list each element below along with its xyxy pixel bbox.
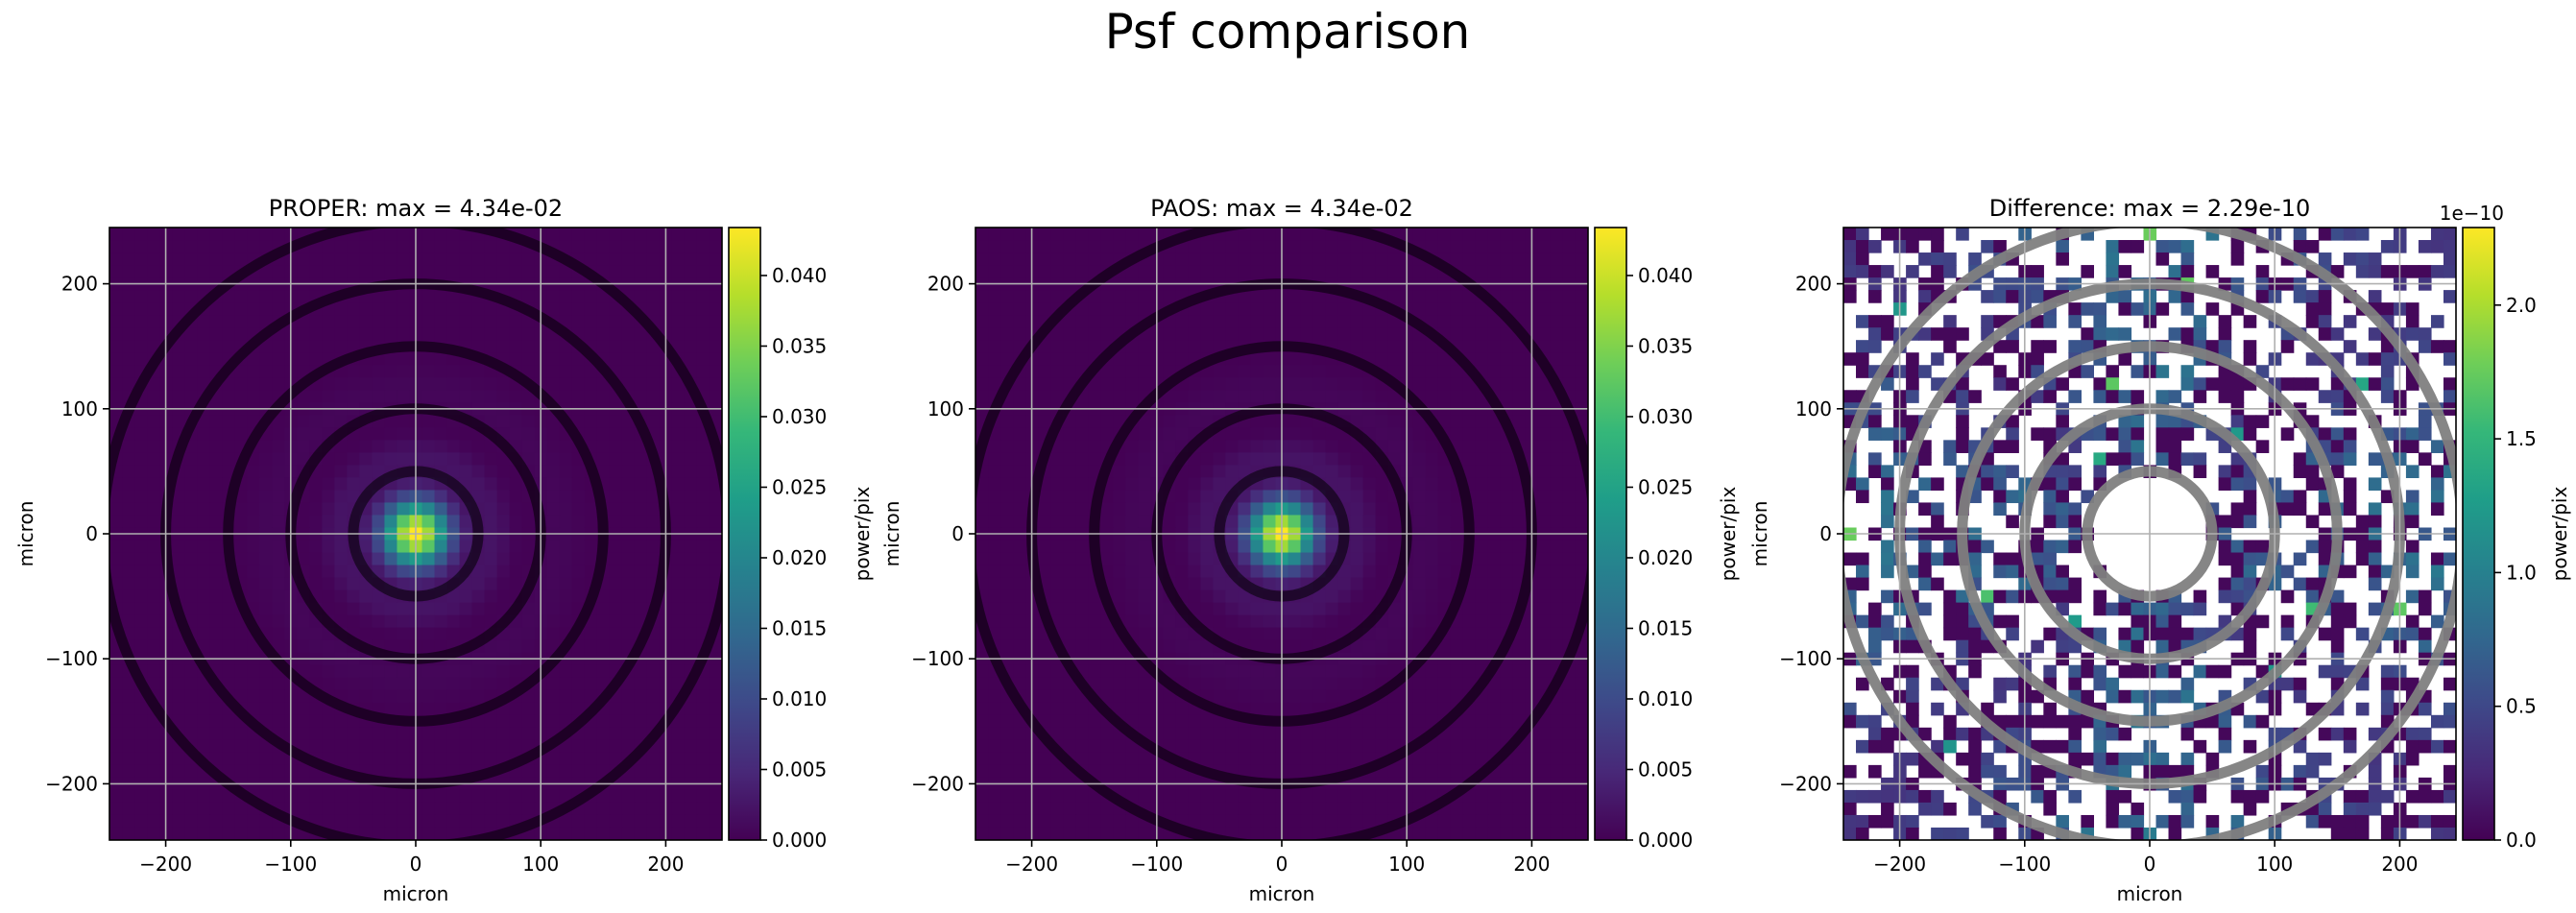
y-tick-label: 100 [1795, 397, 1832, 420]
grid-lines [109, 228, 722, 840]
colorbar: 0.000 0.005 0.010 0.015 0.020 0.025 0.030 0.035… [1594, 227, 1740, 852]
x-tick-label: −100 [1130, 853, 1183, 876]
y-tick-label: −200 [45, 772, 98, 795]
panels: −200 −100 0 100 200 −200 −100 0 100 200 PROPER: ma… [14, 195, 2571, 905]
y-tick-label: 100 [927, 397, 964, 420]
colorbar-tick-label: 0.005 [772, 757, 827, 781]
x-tick-label: −100 [1998, 853, 2051, 876]
colorbar-gradient [1595, 228, 1626, 840]
x-tick-label: 100 [2256, 853, 2293, 876]
colorbar-tick-label: 0.025 [772, 475, 827, 498]
x-axis-label: micron [2117, 882, 2183, 905]
x-tick-label: −100 [264, 853, 317, 876]
x-tick-label: 100 [1388, 853, 1425, 876]
y-tick-label: −200 [911, 772, 964, 795]
y-tick-label: 0 [85, 522, 98, 545]
x-tick-label: −200 [1005, 853, 1058, 876]
grid-lines [975, 228, 1588, 840]
x-tick-label: 200 [647, 853, 684, 876]
y-tick-label: 0 [1819, 522, 1832, 545]
colorbar-offset-text: 1e−10 [2440, 202, 2504, 225]
x-tick-label: −200 [139, 853, 192, 876]
colorbar-tick-label: 0.010 [1638, 687, 1693, 710]
colorbar-gradient [729, 228, 760, 840]
y-tick-label: 0 [951, 522, 964, 545]
y-tick-label: 200 [1795, 273, 1832, 296]
colorbar-gradient [2463, 228, 2494, 840]
colorbar-tick-label: 0.035 [1638, 334, 1693, 357]
colorbar-frame [728, 227, 761, 841]
colorbar-label: power/pix [851, 487, 874, 582]
colorbar: 0.000 0.005 0.010 0.015 0.020 0.025 0.030 0.035… [728, 227, 874, 852]
x-tick-label: 100 [522, 853, 559, 876]
y-axis-label: micron [14, 501, 37, 567]
y-tick-label: −100 [911, 647, 964, 670]
x-axis-label: micron [1249, 882, 1315, 905]
colorbar-tick-label: 2.0 [2506, 294, 2537, 317]
figure-suptitle: Psf comparison [1105, 4, 1471, 60]
colorbar-tick-label: 0.5 [2506, 695, 2537, 718]
y-tick-label: −100 [1779, 647, 1832, 670]
y-tick-label: 100 [61, 397, 98, 420]
colorbar-tick-label: 0.005 [1638, 757, 1693, 781]
colorbar-tick-label: 0.0 [2506, 829, 2537, 852]
panel-title: Difference: max = 2.29e-10 [1989, 195, 2311, 222]
psf-panel-2: −200 −100 0 100 200 −200 −100 0 100 200 PAOS: max … [880, 195, 1740, 905]
y-tick-label: 200 [927, 273, 964, 296]
colorbar-tick-label: 0.020 [772, 546, 827, 569]
psf-panel-3: −200 −100 0 100 200 −200 −100 0 100 200 Difference… [1748, 195, 2571, 905]
colorbar-tick-label: 0.000 [1638, 829, 1693, 852]
colorbar-tick-label: 0.000 [772, 829, 827, 852]
x-tick-label: 200 [2381, 853, 2418, 876]
y-tick-label: −200 [1779, 772, 1832, 795]
colorbar-tick-label: 0.035 [772, 334, 827, 357]
x-tick-label: 0 [2144, 853, 2156, 876]
colorbar-tick-label: 0.010 [772, 687, 827, 710]
psf-panel-1: −200 −100 0 100 200 −200 −100 0 100 200 PROPER: ma… [14, 195, 874, 905]
x-axis-label: micron [383, 882, 449, 905]
x-tick-label: 0 [1276, 853, 1288, 876]
colorbar-tick-label: 0.030 [1638, 405, 1693, 428]
colorbar-label: power/pix [2548, 487, 2571, 582]
colorbar-tick-label: 1.0 [2506, 561, 2537, 584]
colorbar-tick-label: 0.020 [1638, 546, 1693, 569]
colorbar-tick-label: 0.040 [772, 264, 827, 287]
colorbar-tick-label: 1.5 [2506, 427, 2537, 450]
y-tick-label: 200 [61, 273, 98, 296]
colorbar: 0.0 0.5 1.0 1.5 2.0 power/pix 1e−10 [2440, 202, 2571, 852]
y-tick-label: −100 [45, 647, 98, 670]
colorbar-label: power/pix [1717, 487, 1740, 582]
x-tick-label: 200 [1513, 853, 1550, 876]
colorbar-tick-label: 0.015 [772, 616, 827, 639]
colorbar-frame [2462, 227, 2495, 841]
x-tick-label: −200 [1873, 853, 1926, 876]
panel-title: PAOS: max = 4.34e-02 [1150, 195, 1413, 222]
x-tick-label: 0 [410, 853, 422, 876]
colorbar-tick-label: 0.040 [1638, 264, 1693, 287]
colorbar-frame [1594, 227, 1627, 841]
grid-lines [1843, 228, 2456, 840]
colorbar-tick-label: 0.025 [1638, 475, 1693, 498]
colorbar-tick-label: 0.030 [772, 405, 827, 428]
panel-title: PROPER: max = 4.34e-02 [269, 195, 563, 222]
colorbar-tick-label: 0.015 [1638, 616, 1693, 639]
y-axis-label: micron [880, 501, 903, 567]
y-axis-label: micron [1748, 501, 1771, 567]
